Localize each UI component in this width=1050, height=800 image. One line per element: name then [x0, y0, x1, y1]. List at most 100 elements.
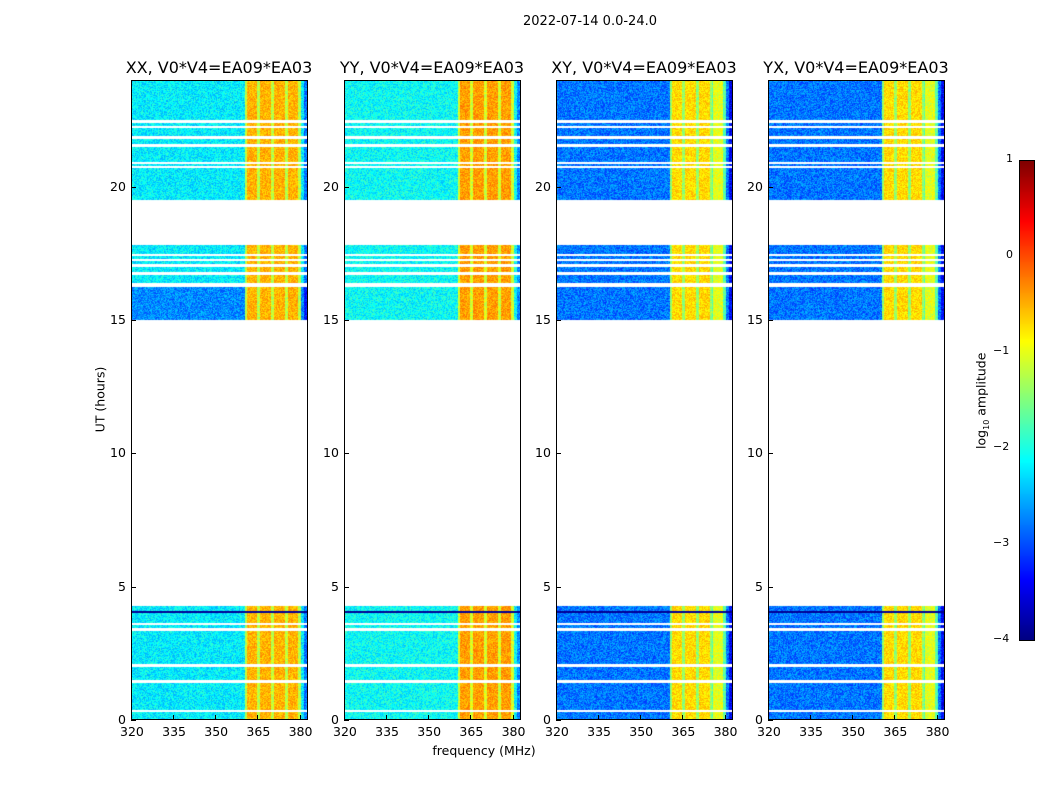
y-tick-mark	[131, 186, 136, 188]
x-tick-label: 380	[925, 724, 950, 739]
y-tick-label: 10	[110, 445, 126, 461]
y-tick-label: 0	[331, 712, 339, 727]
spectrogram-panel	[556, 80, 733, 720]
y-tick-label: 10	[535, 445, 551, 461]
colorbar-tick-label: −3	[993, 536, 1010, 549]
y-tick-mark	[344, 186, 349, 188]
y-tick-label: 10	[747, 445, 763, 461]
x-tick-label: 365	[883, 724, 908, 739]
x-tick-label: 320	[120, 724, 144, 739]
y-tick-label: 5	[543, 578, 551, 594]
y-tick-mark	[344, 453, 349, 455]
y-tick-label: 15	[110, 312, 126, 327]
y-tick-label: 20	[747, 178, 763, 194]
y-tick-mark	[768, 453, 773, 455]
spectrogram-image	[132, 81, 307, 719]
x-tick-label: 350	[204, 724, 229, 739]
spectrogram-image	[345, 81, 520, 719]
y-axis-label: UT (hours)	[92, 366, 108, 433]
figure-title: 2022-07-14 0.0-24.0	[523, 14, 657, 29]
x-tick-mark	[768, 715, 769, 720]
y-tick-mark	[768, 586, 773, 588]
y-tick-label: 20	[323, 178, 339, 194]
panel-title: XX, V0*V4=EA09*EA03	[125, 58, 313, 77]
spectrogram-image	[557, 81, 732, 719]
x-tick-mark	[215, 715, 217, 720]
y-tick-mark	[131, 453, 136, 455]
y-tick-mark	[768, 720, 773, 721]
colorbar-tick-label: −2	[993, 440, 1010, 453]
colorbar	[1019, 160, 1035, 641]
y-tick-mark	[768, 186, 773, 188]
y-tick-label: 10	[323, 445, 339, 461]
panel-title: YX, V0*V4=EA09*EA03	[763, 58, 949, 77]
y-tick-mark	[556, 320, 561, 321]
x-tick-label: 350	[417, 724, 442, 739]
x-tick-mark	[894, 715, 896, 720]
y-tick-label: 0	[118, 712, 126, 727]
y-tick-label: 20	[535, 178, 551, 194]
y-tick-mark	[556, 453, 561, 455]
y-tick-label: 20	[110, 178, 126, 194]
x-tick-mark	[512, 715, 514, 720]
x-tick-label: 320	[757, 724, 781, 739]
y-tick-label: 0	[755, 712, 763, 727]
x-tick-mark	[724, 715, 726, 720]
x-axis-label: frequency (MHz)	[432, 743, 536, 758]
y-tick-label: 5	[331, 578, 339, 594]
colorbar-tick-label: −4	[993, 632, 1010, 645]
x-tick-mark	[131, 715, 132, 720]
x-tick-label: 350	[841, 724, 866, 739]
x-tick-mark	[428, 715, 430, 720]
y-tick-label: 15	[323, 312, 339, 327]
x-tick-label: 365	[671, 724, 696, 739]
x-tick-label: 320	[545, 724, 569, 739]
panel-title: XY, V0*V4=EA09*EA03	[551, 58, 737, 77]
y-tick-label: 0	[543, 712, 551, 727]
x-tick-mark	[173, 715, 175, 720]
colorbar-tick-label: −1	[993, 344, 1010, 357]
y-tick-label: 5	[118, 578, 126, 594]
x-tick-mark	[556, 715, 557, 720]
x-tick-label: 365	[459, 724, 484, 739]
x-tick-mark	[852, 715, 854, 720]
spectrogram-panel	[768, 80, 945, 720]
y-tick-mark	[556, 720, 561, 721]
x-tick-mark	[299, 715, 301, 720]
x-tick-label: 335	[587, 724, 611, 739]
y-tick-mark	[556, 586, 561, 588]
x-tick-label: 380	[713, 724, 738, 739]
y-tick-mark	[344, 720, 349, 721]
x-tick-mark	[598, 715, 600, 720]
y-tick-label: 15	[747, 312, 763, 327]
x-tick-mark	[257, 715, 259, 720]
spectrogram-panel	[131, 80, 308, 720]
x-tick-label: 350	[629, 724, 654, 739]
panel-title: YY, V0*V4=EA09*EA03	[339, 58, 525, 77]
x-tick-mark	[386, 715, 388, 720]
x-tick-label: 380	[501, 724, 526, 739]
y-tick-mark	[556, 186, 561, 188]
x-tick-label: 335	[162, 724, 186, 739]
y-tick-mark	[131, 320, 136, 321]
y-tick-label: 15	[535, 312, 551, 327]
y-tick-label: 5	[755, 578, 763, 594]
y-tick-mark	[344, 320, 349, 321]
y-tick-mark	[131, 720, 136, 721]
x-tick-mark	[810, 715, 812, 720]
spectrogram-panel	[344, 80, 521, 720]
y-tick-mark	[344, 586, 349, 588]
x-tick-mark	[344, 715, 345, 720]
colorbar-tick-label: 1	[1006, 152, 1013, 165]
x-tick-mark	[470, 715, 472, 720]
colorbar-label: log10 amplitude	[973, 352, 991, 449]
spectrogram-image	[769, 81, 944, 719]
colorbar-tick-label: 0	[1006, 248, 1013, 261]
y-tick-mark	[131, 586, 136, 588]
x-tick-label: 365	[246, 724, 271, 739]
x-tick-label: 335	[375, 724, 399, 739]
x-tick-label: 320	[333, 724, 357, 739]
x-tick-label: 335	[799, 724, 823, 739]
x-tick-mark	[936, 715, 938, 720]
